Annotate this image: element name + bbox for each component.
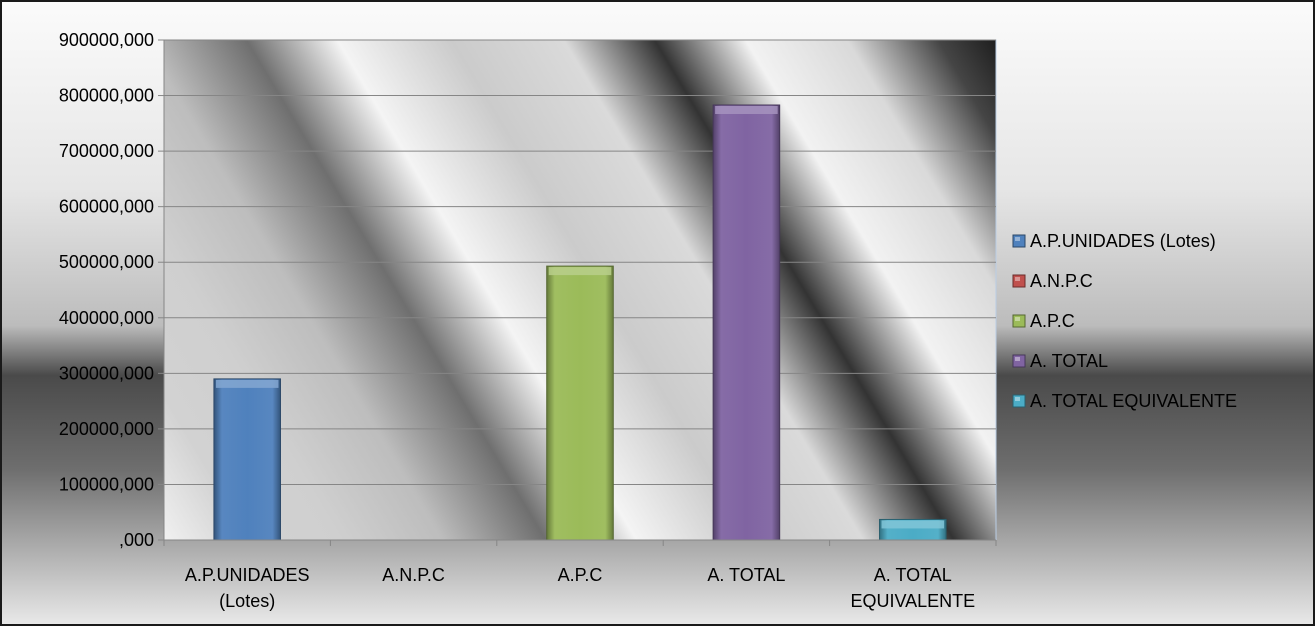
bar-bevel (881, 520, 945, 529)
bar-bevel (715, 106, 778, 114)
bar (213, 378, 281, 541)
y-tick-label: 500000,000 (59, 252, 154, 272)
y-tick-labels: ,000 100000,000 200000,000 300000,000 400000… (59, 30, 154, 550)
y-tick-label: 200000,000 (59, 419, 154, 439)
legend-swatch-highlight (1015, 357, 1020, 361)
legend-swatch-highlight (1015, 277, 1020, 281)
x-tick-label: A. TOTAL (874, 565, 952, 585)
x-tick-label: A. TOTAL (707, 565, 785, 585)
y-tick-label: 400000,000 (59, 308, 154, 328)
legend-label: A. TOTAL EQUIVALENTE (1030, 391, 1237, 411)
x-tick-label: (Lotes) (219, 591, 275, 611)
bar-body (712, 104, 781, 541)
x-tick-labels: A.P.UNIDADES (Lotes) A.N.P.C A.P.C A. TOTAL A… (185, 565, 975, 611)
y-tick-label: 600000,000 (59, 197, 154, 217)
legend-item: A. TOTAL EQUIVALENTE (1012, 391, 1237, 411)
y-tick-label: 700000,000 (59, 141, 154, 161)
bar (546, 265, 614, 541)
x-tick-label: A.P.C (558, 565, 603, 585)
legend-item: A. TOTAL (1012, 351, 1108, 371)
legend-item: A.P.UNIDADES (Lotes) (1012, 231, 1216, 251)
y-tick-label: 100000,000 (59, 474, 154, 494)
y-tick-label: 800000,000 (59, 86, 154, 106)
legend: A.P.UNIDADES (Lotes) A.N.P.C A.P.C A. TOTAL… (1012, 231, 1237, 411)
y-tick-label: 900000,000 (59, 30, 154, 50)
bars (213, 104, 947, 541)
x-tick-label: A.P.UNIDADES (185, 565, 310, 585)
legend-label: A. TOTAL (1030, 351, 1108, 371)
legend-label: A.P.UNIDADES (Lotes) (1030, 231, 1216, 251)
axes (158, 39, 997, 546)
legend-item: A.N.P.C (1012, 271, 1093, 291)
bar-body (213, 378, 281, 541)
bar-body (546, 265, 614, 541)
legend-swatch-highlight (1015, 397, 1020, 401)
legend-swatch-highlight (1015, 317, 1020, 321)
legend-swatch-highlight (1015, 237, 1020, 241)
y-tick-label: ,000 (119, 530, 154, 550)
x-tick-label: EQUIVALENTE (850, 591, 975, 611)
bar (879, 518, 947, 541)
legend-item: A.P.C (1012, 311, 1075, 331)
x-tick-label: A.N.P.C (382, 565, 445, 585)
bar-bevel (215, 379, 279, 388)
bar-bevel (548, 267, 612, 276)
y-tick-label: 300000,000 (59, 363, 154, 383)
legend-label: A.N.P.C (1030, 271, 1093, 291)
bar (712, 104, 781, 541)
legend-label: A.P.C (1030, 311, 1075, 331)
